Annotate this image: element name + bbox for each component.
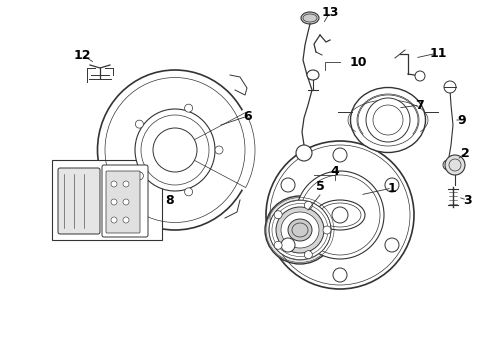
Circle shape — [135, 120, 143, 128]
Text: 11: 11 — [428, 46, 446, 59]
Circle shape — [135, 172, 143, 180]
Text: 8: 8 — [165, 194, 174, 207]
Text: 10: 10 — [348, 55, 366, 68]
Circle shape — [123, 199, 129, 205]
Ellipse shape — [264, 196, 334, 264]
Ellipse shape — [281, 212, 318, 248]
Circle shape — [414, 71, 424, 81]
Circle shape — [274, 211, 282, 219]
Circle shape — [123, 217, 129, 223]
Text: 2: 2 — [460, 147, 468, 159]
Text: 12: 12 — [73, 49, 91, 62]
Ellipse shape — [135, 109, 215, 191]
Text: 6: 6 — [243, 109, 252, 122]
Circle shape — [365, 98, 409, 142]
Text: 1: 1 — [387, 181, 396, 194]
Circle shape — [384, 238, 398, 252]
Bar — [52, 160, 162, 240]
Circle shape — [215, 146, 223, 154]
Circle shape — [304, 201, 312, 209]
Text: 7: 7 — [415, 99, 424, 112]
Circle shape — [331, 207, 347, 223]
Ellipse shape — [287, 219, 311, 241]
FancyBboxPatch shape — [58, 168, 100, 234]
Circle shape — [111, 181, 117, 187]
FancyBboxPatch shape — [102, 165, 148, 237]
Circle shape — [281, 238, 294, 252]
Ellipse shape — [265, 141, 413, 289]
Ellipse shape — [306, 70, 318, 80]
Circle shape — [332, 148, 346, 162]
Text: 9: 9 — [457, 113, 466, 126]
Circle shape — [295, 145, 311, 161]
Circle shape — [274, 241, 282, 249]
FancyBboxPatch shape — [106, 171, 140, 233]
Wedge shape — [175, 109, 257, 191]
Circle shape — [384, 178, 398, 192]
Circle shape — [123, 181, 129, 187]
Ellipse shape — [314, 200, 364, 230]
Circle shape — [444, 155, 464, 175]
Circle shape — [443, 81, 455, 93]
Text: 5: 5 — [315, 180, 324, 193]
Circle shape — [281, 178, 294, 192]
Circle shape — [332, 268, 346, 282]
Text: 3: 3 — [462, 194, 470, 207]
Circle shape — [184, 188, 192, 196]
Text: 4: 4 — [330, 165, 339, 178]
Circle shape — [323, 226, 330, 234]
Ellipse shape — [275, 207, 324, 253]
Circle shape — [184, 104, 192, 112]
Circle shape — [153, 128, 197, 172]
Ellipse shape — [301, 12, 318, 24]
Circle shape — [304, 251, 312, 259]
Ellipse shape — [97, 70, 252, 230]
Text: 13: 13 — [321, 5, 338, 18]
Ellipse shape — [268, 200, 330, 260]
Ellipse shape — [350, 87, 425, 153]
Ellipse shape — [295, 171, 383, 259]
Circle shape — [442, 160, 452, 170]
Circle shape — [111, 217, 117, 223]
Circle shape — [111, 199, 117, 205]
